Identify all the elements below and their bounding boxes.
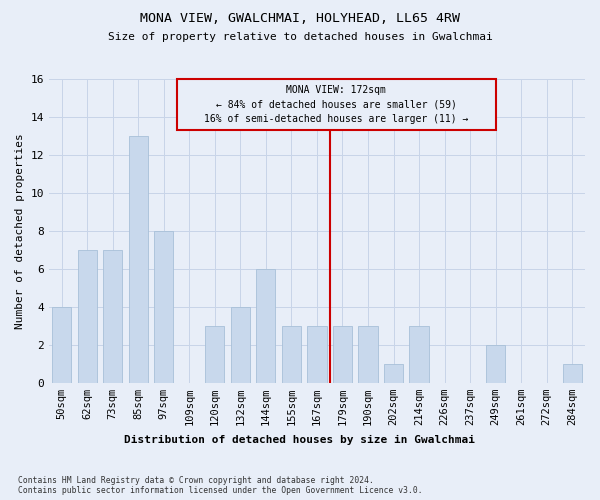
Bar — [333, 326, 352, 382]
Text: Distribution of detached houses by size in Gwalchmai: Distribution of detached houses by size … — [125, 435, 476, 445]
Bar — [384, 364, 403, 382]
Bar — [154, 231, 173, 382]
Text: MONA VIEW, GWALCHMAI, HOLYHEAD, LL65 4RW: MONA VIEW, GWALCHMAI, HOLYHEAD, LL65 4RW — [140, 12, 460, 26]
Bar — [358, 326, 377, 382]
Bar — [128, 136, 148, 382]
Bar — [282, 326, 301, 382]
Bar — [52, 306, 71, 382]
Bar — [256, 269, 275, 382]
Bar — [231, 306, 250, 382]
Bar — [307, 326, 326, 382]
Text: Size of property relative to detached houses in Gwalchmai: Size of property relative to detached ho… — [107, 32, 493, 42]
Bar — [77, 250, 97, 382]
Text: Contains HM Land Registry data © Crown copyright and database right 2024.
Contai: Contains HM Land Registry data © Crown c… — [18, 476, 422, 495]
Bar — [103, 250, 122, 382]
Text: MONA VIEW: 172sqm
← 84% of detached houses are smaller (59)
16% of semi-detached: MONA VIEW: 172sqm ← 84% of detached hous… — [204, 85, 468, 124]
Bar — [205, 326, 224, 382]
Y-axis label: Number of detached properties: Number of detached properties — [15, 133, 25, 328]
Bar — [486, 344, 505, 383]
Bar — [409, 326, 428, 382]
Bar — [563, 364, 582, 382]
FancyBboxPatch shape — [176, 79, 496, 130]
